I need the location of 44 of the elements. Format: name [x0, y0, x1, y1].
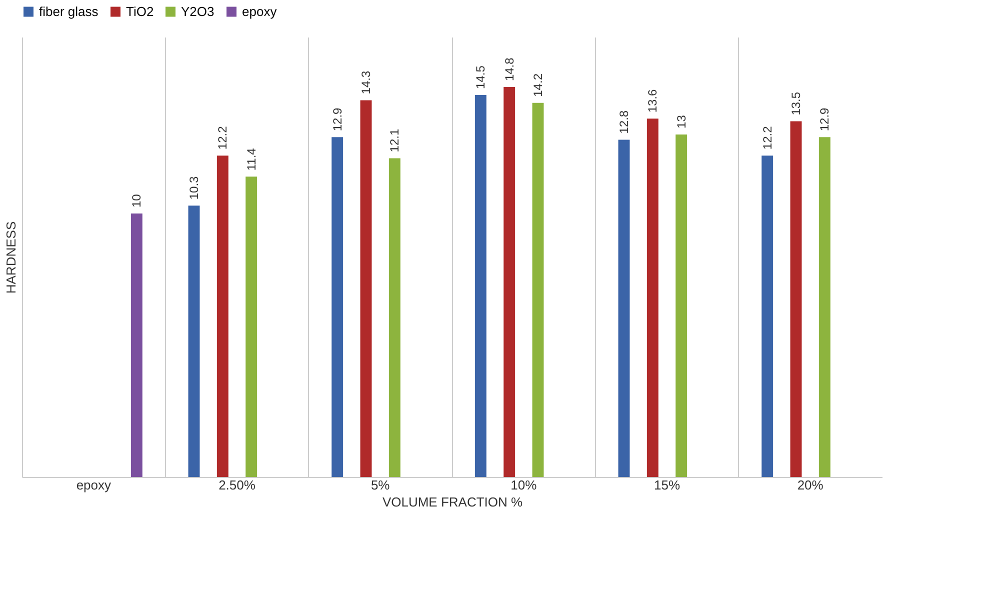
data-label: 11.4 [244, 148, 258, 171]
legend-label: TiO2 [126, 4, 154, 19]
x-axis-title: VOLUME FRACTION % [382, 494, 524, 510]
bar [474, 94, 486, 477]
bar [818, 137, 830, 477]
bar [216, 156, 228, 477]
x-tick-label: 20% [797, 478, 824, 492]
x-tick-label: 15% [654, 478, 680, 492]
bar [532, 102, 544, 477]
bar [504, 87, 516, 477]
bar [790, 121, 802, 477]
legend-label: fiber glass [39, 4, 99, 19]
data-label: 13 [674, 114, 688, 128]
data-label: 13.5 [789, 92, 803, 116]
data-label: 12.8 [617, 110, 631, 134]
y-axis-title: HARDNESS [4, 221, 18, 294]
x-tick-label: 10% [510, 478, 538, 492]
data-label: 14.5 [474, 65, 488, 89]
legend-label: epoxy [242, 4, 278, 19]
data-label: 12.2 [760, 126, 774, 150]
bar [762, 156, 774, 477]
bar [618, 140, 630, 477]
data-label: 12.9 [818, 107, 832, 132]
data-label: 12.1 [388, 128, 402, 152]
bar [388, 158, 400, 477]
data-label: 14.8 [502, 57, 516, 82]
bar [676, 134, 688, 477]
data-label: 12.9 [330, 107, 344, 132]
bar [130, 214, 142, 477]
data-label: 10.3 [187, 176, 201, 200]
data-label: 12.2 [216, 126, 230, 150]
data-label: 13.6 [646, 88, 660, 113]
bar [360, 100, 372, 477]
bar [246, 176, 258, 477]
x-tick-label: 2.50% [218, 478, 256, 492]
legend-label: Y2O3 [181, 4, 214, 19]
data-label: 14.3 [359, 70, 373, 94]
data-label: 14.2 [531, 73, 545, 97]
data-label: 10 [130, 194, 144, 208]
x-tick-label: 5% [370, 478, 390, 492]
bar [646, 118, 658, 477]
bar [332, 137, 344, 477]
x-tick-label: epoxy [76, 478, 112, 492]
bar [188, 206, 200, 477]
